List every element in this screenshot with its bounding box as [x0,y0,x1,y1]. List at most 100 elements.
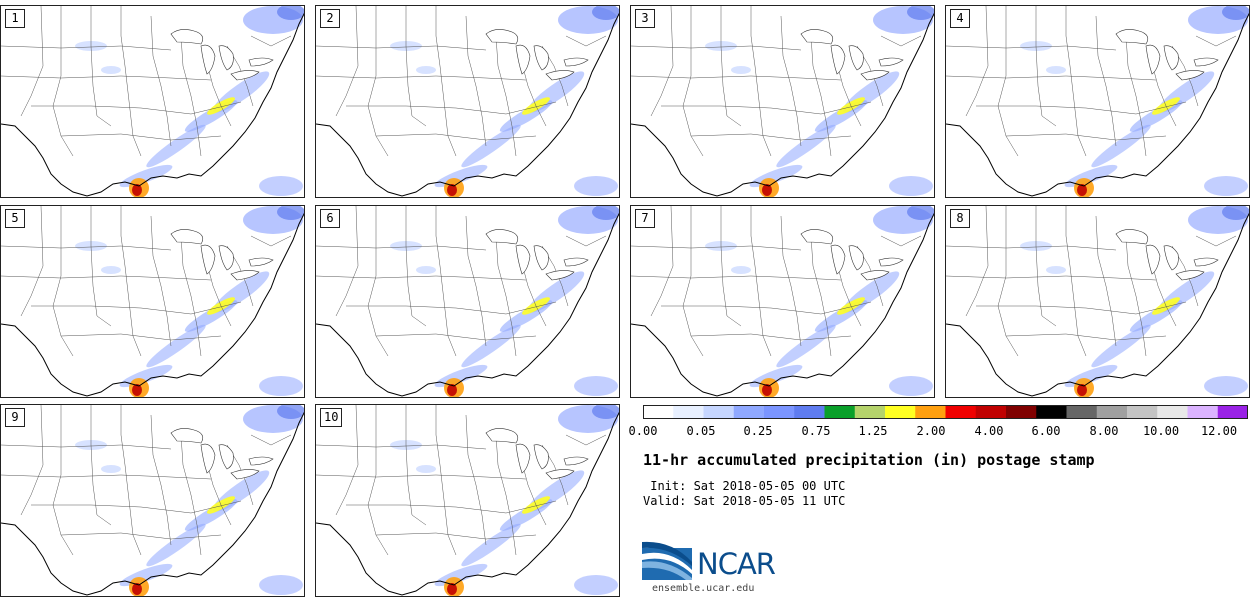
colorbar-swatch [824,405,856,419]
colorbar-swatch [975,405,1007,419]
state-boundary [346,101,557,115]
colorbar-tick-label: 10.00 [1142,424,1180,438]
state-boundary [946,75,1157,81]
great-lake [830,44,846,75]
member-number: 10 [320,408,343,427]
coastline [1,212,304,397]
state-boundary [976,301,1187,315]
precip-map [946,206,1249,397]
state-boundary [1,275,212,281]
great-lake [533,444,549,470]
state-boundary [31,500,242,514]
precip-shading [132,384,142,396]
member-number: 2 [320,9,340,28]
state-boundary [810,235,832,357]
colorbar-swatch [764,405,795,419]
great-lake [515,244,531,275]
state-boundary [750,6,772,157]
colorbar-swatch [673,405,704,419]
precip-shading [907,6,934,20]
great-lake [200,44,216,75]
great-lake [878,257,904,267]
state-boundary [1125,35,1147,157]
state-boundary [346,301,557,315]
precip-shading [762,384,772,396]
state-boundary [435,206,457,357]
state-boundary [316,444,487,450]
state-boundary [346,500,557,514]
plot-title: 11-hr accumulated precipitation (in) pos… [643,451,1095,469]
precip-shading [259,176,303,196]
precip-map [316,206,619,397]
great-lake [218,45,234,71]
state-boundary [20,206,44,317]
great-lake [1115,29,1149,45]
precip-shading [416,266,436,274]
state-boundary [316,245,487,251]
coastline [1,411,304,596]
state-boundary [435,405,457,556]
colorbar-tick-label: 2.00 [916,424,946,438]
state-boundary [631,45,802,51]
state-boundary [495,434,517,556]
ensemble-member-panel: 2 [315,5,620,198]
great-lake [200,443,216,474]
colorbar-swatch [794,405,825,419]
state-boundary [120,206,142,357]
coastline [316,411,619,596]
state-boundary [720,206,742,327]
great-lake [800,29,834,45]
state-boundary [565,235,607,247]
coastline [946,212,1249,397]
great-lake [200,244,216,275]
colorbar-tick-label: 8.00 [1089,424,1119,438]
state-boundary [20,405,44,516]
precip-map [316,6,619,197]
precip-shading [132,184,142,196]
precip-shading [574,176,618,196]
precip-shading [1222,6,1249,20]
state-boundary [631,275,842,281]
state-boundary [375,532,537,540]
state-boundary [682,206,704,357]
state-boundary [90,6,112,127]
state-boundary [1,474,212,480]
state-boundary [150,414,172,546]
state-boundary [405,206,427,327]
state-boundary [465,15,487,147]
colorbar-border [643,405,1248,419]
state-boundary [965,206,989,317]
state-boundary [880,235,922,247]
state-boundary [465,215,487,347]
colorbar-swatch [1187,405,1219,419]
precip-shading [416,465,436,473]
state-boundary [60,133,222,141]
precip-shading [1077,184,1087,196]
precip-shading [277,405,304,419]
precip-shading [146,124,206,168]
precip-shading [907,206,934,220]
great-lake [1175,70,1205,81]
great-lake [563,257,589,267]
great-lake [563,57,589,67]
precip-shading [447,184,457,196]
great-lake [248,57,274,67]
colorbar-swatch [703,405,735,419]
precip-shading [762,184,772,196]
colorbar-swatch [733,405,765,419]
state-boundary [1005,333,1167,341]
colorbar-swatch [1217,405,1248,419]
great-lake [563,456,589,466]
colorbar-swatch [1127,405,1158,419]
state-boundary [120,6,142,157]
great-lake [485,229,519,245]
great-lake [533,45,549,71]
state-boundary [90,206,112,327]
great-lake [1115,229,1149,245]
colorbar-tick-label: 0.05 [686,424,716,438]
precip-shading [132,583,142,595]
state-boundary [495,235,517,357]
precip-shading [1204,176,1248,196]
state-boundary [661,301,872,315]
state-boundary [316,474,527,480]
